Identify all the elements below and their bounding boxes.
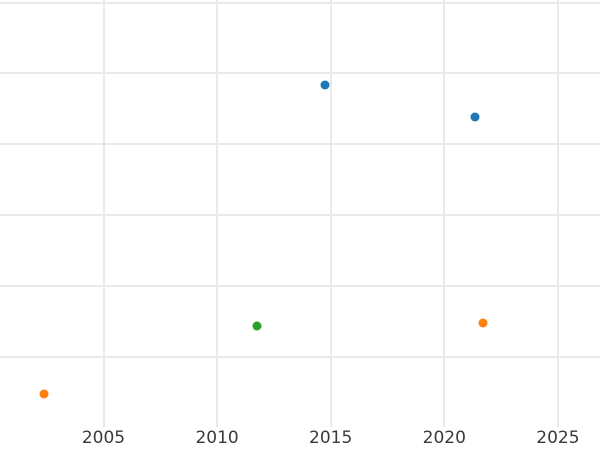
x-tick-label: 2025 [536, 428, 580, 448]
vertical-gridline [102, 0, 105, 427]
horizontal-gridline [0, 214, 600, 216]
x-tick-label: 2005 [81, 428, 126, 448]
horizontal-gridline [0, 284, 600, 287]
data-point-series-blue [470, 112, 480, 122]
data-point-series-green [252, 321, 262, 330]
vertical-gridline [556, 0, 559, 427]
data-point-series-orange [478, 318, 488, 328]
vertical-gridline [329, 0, 332, 427]
data-point-series-orange [39, 389, 49, 399]
horizontal-gridline [0, 72, 600, 75]
horizontal-gridline [0, 355, 600, 358]
horizontal-gridline [0, 143, 600, 146]
x-tick-label: 2010 [195, 428, 239, 448]
horizontal-gridline [0, 1, 600, 4]
x-tick-label: 2015 [309, 428, 353, 448]
vertical-gridline [443, 0, 446, 427]
vertical-gridline [216, 0, 219, 427]
data-point-series-blue [320, 80, 330, 90]
x-tick-label: 2020 [422, 428, 466, 448]
